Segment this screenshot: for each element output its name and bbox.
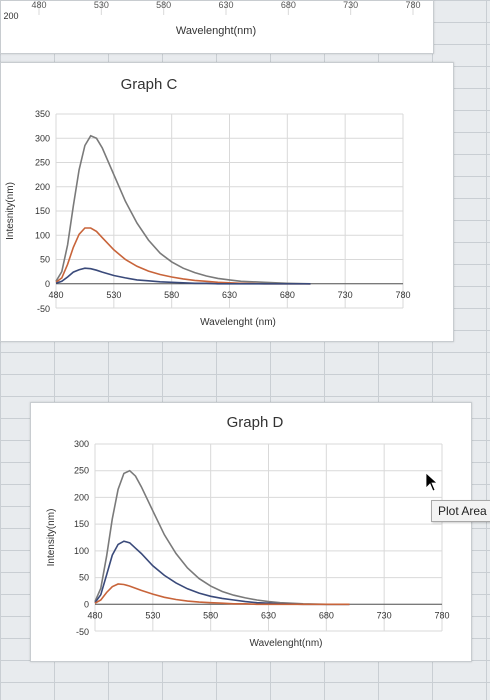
graph-d-x-tick-label-730: 730: [377, 610, 392, 620]
graph-c-y-tick-label-200: 200: [35, 182, 50, 192]
graph-c-x-tick-label-780: 780: [395, 290, 410, 300]
graph-d-series-line-2: [94, 583, 350, 606]
graph-c-y-tick-label-250: 250: [35, 158, 50, 168]
graph-d-x-tick-label-480: 480: [87, 610, 102, 620]
top-x-tick-label-530: 530: [94, 0, 109, 10]
graph-c-series-line-2: [55, 267, 311, 285]
graph-c-y-tick-label-300: 300: [35, 133, 50, 143]
graph-c-y-axis-label: Intesnity(nm): [5, 182, 16, 240]
graph-d-y-tick-label-200: 200: [74, 492, 89, 502]
graph-c-y-tick-label-50: 50: [40, 255, 50, 265]
mouse-pointer-icon: [425, 472, 439, 492]
graph-d-x-tick-label-580: 580: [203, 610, 218, 620]
plot-area-tooltip: Plot Area: [431, 500, 490, 522]
graph-d-y-axis-label: Intensity(nm): [46, 509, 57, 567]
top-y-tick-label-200: 200: [3, 11, 18, 21]
chart-graph-d-svg: -50 0 50 100 150 200 250 300 480 530 580 630 680 730 7…: [46, 414, 450, 649]
graph-d-y-tick-label-150: 150: [74, 519, 89, 529]
graph-c-x-tick-label-730: 730: [338, 290, 353, 300]
chart-top-svg: 480 530 580 630 680 730 780 200 Wavelenght(nm): [3, 0, 420, 37]
graph-d-series-line-0: [94, 469, 350, 606]
graph-c-x-tick-label-630: 630: [222, 290, 237, 300]
top-x-axis-label: Wavelenght(nm): [176, 25, 256, 37]
graph-c-x-tick-label-680: 680: [280, 290, 295, 300]
graph-c-x-tick-label-480: 480: [48, 290, 63, 300]
graph-c-y-tick-label--50: -50: [37, 304, 50, 314]
graph-d-x-tick-label-680: 680: [319, 610, 334, 620]
graph-d-x-axis-label: Wavelenght(nm): [250, 638, 323, 649]
chart-top-partial[interactable]: 480 530 580 630 680 730 780 200 Wavelenght(nm): [0, 0, 434, 54]
chart-graph-c[interactable]: -50 0 50 100 150 200 250 300 350 480 530 580 630 680 7…: [0, 62, 454, 342]
graph-d-y-tick-label-300: 300: [74, 439, 89, 449]
chart-graph-c-svg: -50 0 50 100 150 200 250 300 350 480 530 580 630 680 7…: [5, 76, 411, 328]
graph-d-y-tick-label-0: 0: [84, 599, 89, 609]
graph-d-x-tick-label-780: 780: [434, 610, 449, 620]
graph-c-x-tick-label-580: 580: [164, 290, 179, 300]
graph-c-y-tick-label-150: 150: [35, 206, 50, 216]
top-x-tick-label-580: 580: [156, 0, 171, 10]
graph-d-chart-title: Graph D: [227, 414, 284, 431]
graph-c-x-axis-label: Wavelenght (nm): [200, 317, 276, 328]
graph-c-series-line-0: [55, 134, 311, 285]
top-x-tick-label-680: 680: [281, 0, 296, 10]
graph-c-chart-title: Graph C: [121, 76, 178, 93]
top-x-tick-label-780: 780: [405, 0, 420, 10]
graph-c-series-line-1: [55, 227, 311, 285]
top-x-tick-label-730: 730: [343, 0, 358, 10]
graph-d-y-tick-label-250: 250: [74, 466, 89, 476]
graph-d-x-tick-label-530: 530: [145, 610, 160, 620]
graph-d-y-tick-label--50: -50: [76, 627, 89, 637]
graph-d-y-tick-label-100: 100: [74, 546, 89, 556]
graph-d-series-line-1: [94, 540, 350, 606]
graph-c-y-tick-label-350: 350: [35, 109, 50, 119]
graph-d-y-tick-label-50: 50: [79, 573, 89, 583]
chart-graph-d[interactable]: -50 0 50 100 150 200 250 300 480 530 580 630 680 730 7…: [30, 402, 472, 662]
top-x-tick-label-480: 480: [31, 0, 46, 10]
top-x-tick-label-630: 630: [218, 0, 233, 10]
graph-c-y-tick-label-100: 100: [35, 230, 50, 240]
graph-d-x-tick-label-630: 630: [261, 610, 276, 620]
graph-c-y-tick-label-0: 0: [45, 279, 50, 289]
graph-c-x-tick-label-530: 530: [106, 290, 121, 300]
